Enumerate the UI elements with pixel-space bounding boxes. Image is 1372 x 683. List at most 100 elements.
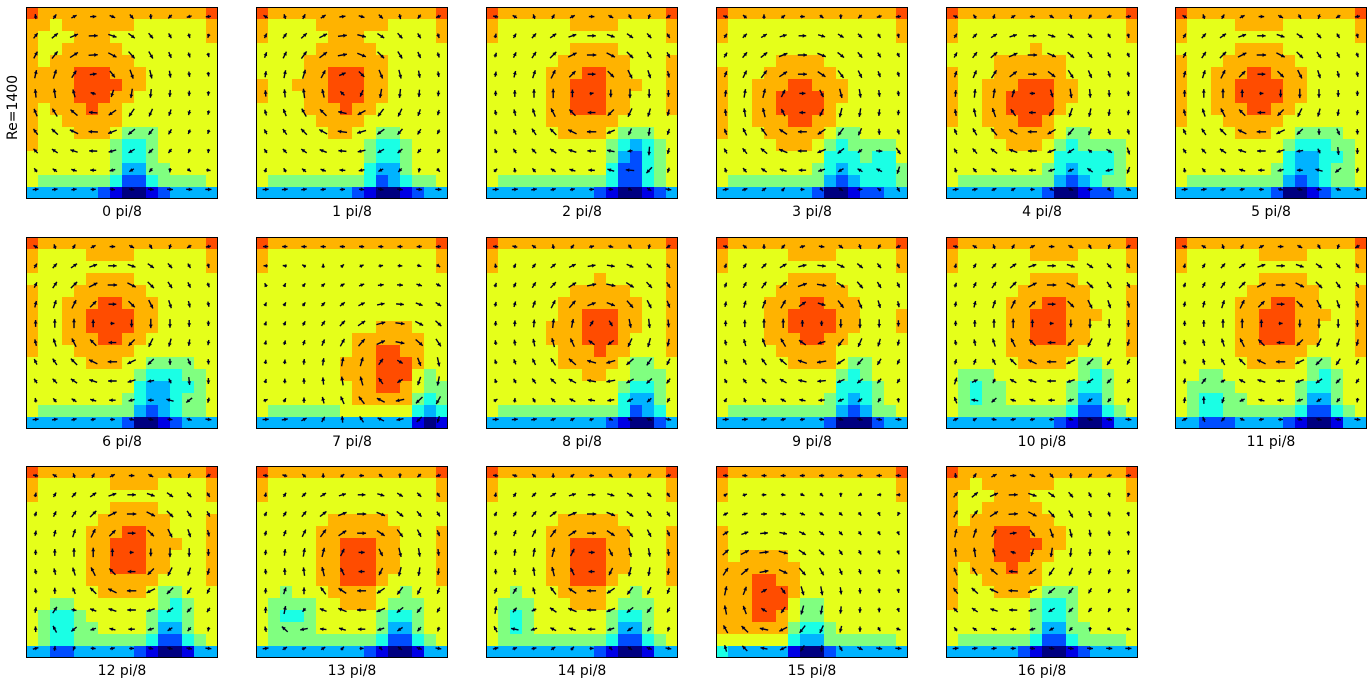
contour-cell [654, 345, 667, 358]
quiver-arrow-head [877, 360, 881, 365]
contour-cell [1295, 79, 1308, 92]
contour-cell [958, 417, 971, 429]
quiver-arrow-head [666, 130, 671, 135]
contour-cell [194, 297, 207, 310]
quiver-arrow-head [357, 149, 362, 153]
contour-cell [98, 297, 111, 310]
quiver-arrow-head [361, 320, 366, 325]
contour-cell [994, 393, 1007, 406]
quiver-arrow-head [896, 398, 901, 403]
contour-cell [304, 151, 317, 164]
contour-cell [630, 381, 643, 394]
panel-label: 2 pi/8 [562, 204, 602, 220]
contour-cell [776, 7, 789, 20]
quiver-arrow-head [803, 72, 807, 77]
contour-cell [158, 321, 171, 334]
quiver-arrow-head [282, 244, 286, 249]
contour-cell [316, 55, 329, 68]
contour-cell [510, 393, 523, 406]
contour-cell [62, 175, 75, 188]
quiver-arrow-head [33, 263, 37, 268]
contour-cell [836, 19, 849, 32]
contour-cell [982, 273, 995, 286]
quiver-arrow-head [107, 359, 112, 364]
contour-cell [1042, 115, 1055, 128]
contour-cell [1066, 405, 1079, 418]
contour-cell [1006, 285, 1019, 298]
quiver-arrow-head [780, 187, 785, 192]
contour-cell [364, 7, 377, 20]
quiver-arrow-head [743, 15, 747, 19]
contour-cell [122, 91, 135, 104]
panel-label: 1 pi/8 [332, 204, 372, 220]
contour-cell [376, 91, 389, 104]
quiver-arrow-head [322, 33, 327, 38]
contour-cell [424, 273, 437, 286]
contour-cell [292, 237, 305, 250]
contour-cell [1042, 393, 1055, 406]
contour-cell [182, 151, 195, 164]
quiver-arrow-head [1030, 245, 1035, 249]
quiver-arrow-head [187, 34, 191, 39]
quiver-arrow-head [647, 74, 652, 79]
contour-cell [510, 345, 523, 358]
contour-cell [38, 55, 51, 68]
contour-cell [788, 297, 801, 310]
contour-cell [1223, 175, 1236, 188]
quiver-arrow-head [1336, 14, 1341, 18]
contour-cell [280, 79, 293, 92]
contour-cell [1078, 67, 1091, 80]
contour-cell [1199, 43, 1212, 56]
contour-cell [558, 151, 571, 164]
contour-cell [1331, 151, 1344, 164]
contour-cell [1102, 321, 1115, 334]
contour-cell [642, 139, 655, 152]
quiver-arrow-head [73, 52, 78, 56]
contour-cell [1066, 309, 1079, 322]
contour-cell [1114, 237, 1127, 250]
contour-cell [1054, 249, 1067, 262]
contour-cell [98, 91, 111, 104]
contour-cell [268, 175, 281, 188]
contour-cell [1018, 139, 1031, 152]
contour-cell [812, 19, 825, 32]
quiver-arrow-head [360, 14, 365, 19]
contour-cell [486, 43, 499, 56]
quiver-arrow-head [282, 378, 287, 383]
quiver-arrow-head [357, 130, 362, 134]
contour-cell [764, 103, 777, 116]
contour-cell [884, 321, 897, 334]
quiver-arrow-head [301, 340, 306, 344]
contour-cell [740, 163, 753, 176]
contour-cell [1006, 67, 1019, 80]
contour-cell [896, 249, 908, 262]
quiver-arrow-head [89, 149, 93, 153]
contour-cell [534, 67, 547, 80]
contour-cell [388, 127, 401, 140]
contour-cell [340, 79, 353, 92]
contour-cell [412, 393, 425, 406]
contour-cell [1018, 115, 1031, 128]
quiver-arrow-head [743, 378, 747, 383]
contour-cell [74, 175, 87, 188]
quiver-arrow-head [1277, 111, 1282, 116]
contour-cell [388, 381, 401, 394]
contour-cell [38, 115, 51, 128]
quiver-arrow-head [493, 244, 497, 249]
contour-cell [812, 345, 825, 358]
contour-cell [1247, 79, 1260, 92]
contour-cell [970, 115, 983, 128]
contour-cell [1078, 31, 1091, 44]
contour-cell [546, 151, 559, 164]
contour-cell [1066, 345, 1079, 358]
contour-cell [134, 261, 147, 274]
contour-cell [788, 55, 801, 68]
contour-cell [400, 357, 413, 370]
contour-cell [958, 163, 971, 176]
contour-cell [1030, 345, 1043, 358]
contour-cell [268, 381, 281, 394]
contour-cell [98, 405, 111, 418]
contour-cell [316, 31, 329, 44]
contour-cell [340, 175, 353, 188]
contour-cell [328, 345, 341, 358]
